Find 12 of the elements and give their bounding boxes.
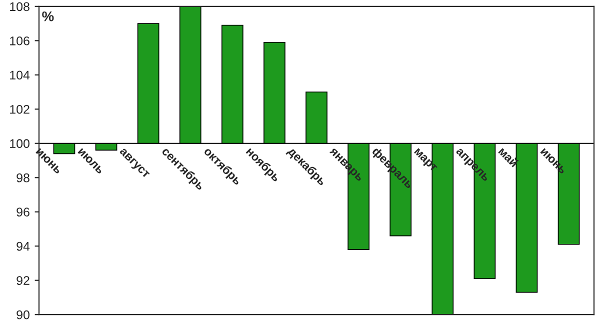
x-tick-label: май: [498, 146, 520, 168]
y-tick-label: 108: [10, 2, 30, 12]
y-tick-label: 104: [10, 70, 30, 80]
y-tick-label: 98: [16, 173, 30, 182]
y-tick-label: 102: [10, 104, 30, 114]
y-tick-label: 94: [16, 242, 30, 251]
annotation: %: [42, 11, 54, 22]
y-tick-label: 100: [10, 139, 30, 148]
y-tick-label: 106: [10, 36, 30, 46]
y-tick-label: 96: [16, 208, 30, 217]
y-tick-label: 92: [16, 276, 30, 285]
y-tick-label: 90: [16, 310, 30, 320]
